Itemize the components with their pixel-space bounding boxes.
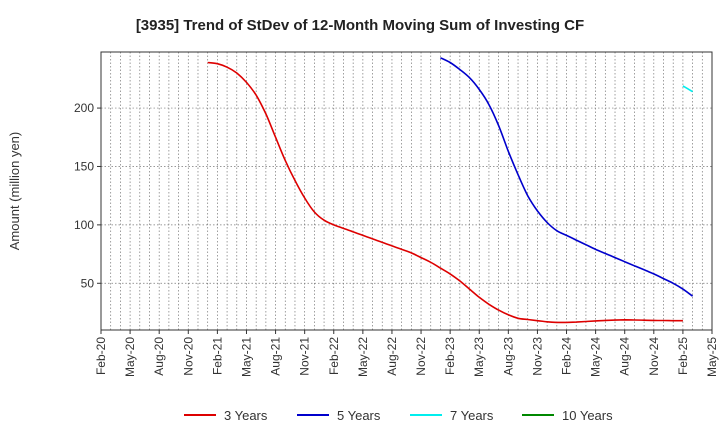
legend-label-3-years: 3 Years: [224, 408, 268, 423]
x-tick-label: May-22: [356, 337, 370, 377]
legend-label-5-years: 5 Years: [337, 408, 381, 423]
x-tick-label: Aug-23: [501, 337, 515, 376]
legend: 3 Years 5 Years 7 Years 10 Years: [184, 408, 613, 423]
y-tick-label: 150: [74, 159, 94, 173]
x-tick-label: Aug-22: [385, 337, 399, 376]
x-tick-label: Feb-20: [94, 337, 108, 375]
plot-frame: [100, 51, 713, 331]
tick-labels: 50 100 150 200 Feb-20 May-20 Aug-20 Nov-20 Feb-2…: [74, 101, 719, 377]
x-tick-label: Feb-22: [327, 337, 341, 375]
x-tick-label: Feb-25: [676, 337, 690, 375]
legend-label-7-years: 7 Years: [450, 408, 494, 423]
x-tick-label: Nov-23: [530, 337, 544, 376]
x-tick-label: Aug-21: [269, 337, 283, 376]
x-tick-label: May-24: [589, 337, 603, 377]
x-tick-label: Nov-22: [414, 337, 428, 376]
series-line-3-years: [207, 61, 683, 324]
x-tick-label: Aug-20: [152, 337, 166, 376]
y-tick-label: 50: [81, 276, 95, 290]
x-tick-label: May-20: [123, 337, 137, 377]
y-axis-label: Amount (million yen): [7, 132, 22, 251]
y-tick-label: 200: [74, 101, 94, 115]
y-tick-label: 100: [74, 218, 94, 232]
series-line-5-years: [440, 57, 694, 297]
x-tick-label: Feb-24: [560, 337, 574, 375]
grid: [100, 52, 713, 330]
x-tick-label: Nov-21: [298, 337, 312, 376]
x-tick-label: Nov-24: [647, 337, 661, 376]
series-lines: [207, 57, 694, 324]
x-tick-label: Aug-24: [618, 337, 632, 376]
x-tick-label: May-25: [705, 337, 719, 377]
legend-label-10-years: 10 Years: [562, 408, 613, 423]
series-line-7-years: [682, 85, 694, 93]
x-tick-label: Feb-23: [443, 337, 457, 375]
chart-title: [3935] Trend of StDev of 12-Month Moving…: [136, 17, 584, 34]
x-tick-label: Feb-21: [210, 337, 224, 375]
x-tick-label: May-23: [472, 337, 486, 377]
x-tick-label: Nov-20: [181, 337, 195, 376]
x-tick-label: May-21: [239, 337, 253, 377]
